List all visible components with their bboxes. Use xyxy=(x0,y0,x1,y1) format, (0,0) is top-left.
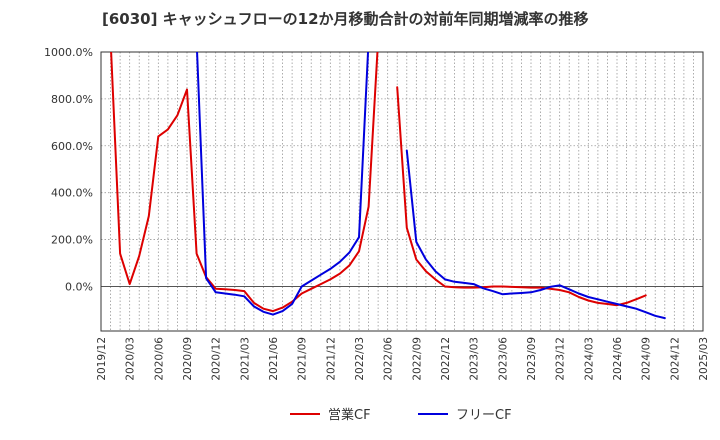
series-line-free-cf xyxy=(196,52,666,320)
x-tick-label: 2021/06 xyxy=(268,337,280,381)
x-tick-label: 2022/09 xyxy=(411,337,423,381)
x-tick-label: 2024/09 xyxy=(641,337,653,381)
x-tick-label: 2021/12 xyxy=(325,337,337,381)
x-tick-label: 2020/09 xyxy=(182,337,194,381)
series-line-operating-cf xyxy=(110,52,647,313)
y-tick-label: 200.0% xyxy=(51,234,93,247)
x-tick-label: 2021/09 xyxy=(297,337,309,381)
legend-label-operating-cf: 営業CF xyxy=(328,407,371,423)
x-tick-label: 2020/06 xyxy=(153,337,165,381)
x-tick-label: 2020/03 xyxy=(125,337,137,381)
legend-label-free-cf: フリーCF xyxy=(456,408,512,423)
y-tick-label: 600.0% xyxy=(51,140,93,153)
x-tick-label: 2020/12 xyxy=(211,337,223,381)
x-tick-label: 2021/03 xyxy=(239,337,251,381)
x-tick-label: 2024/12 xyxy=(669,337,681,381)
x-tick-label: 2024/06 xyxy=(612,337,624,381)
chart-title: [6030] キャッシュフローの12か月移動合計の対前年同期増減率の推移 xyxy=(102,10,589,28)
x-tick-label: 2022/03 xyxy=(354,337,366,381)
x-tick-label: 2019/12 xyxy=(96,337,108,381)
y-tick-label: 400.0% xyxy=(51,187,93,200)
x-tick-label: 2023/09 xyxy=(526,337,538,381)
x-tick-label: 2023/03 xyxy=(469,337,481,381)
y-tick-label: 1000.0% xyxy=(44,46,93,59)
x-tick-label: 2025/03 xyxy=(698,337,710,381)
x-tick-label: 2022/12 xyxy=(440,337,452,381)
x-tick-label: 2023/12 xyxy=(555,337,567,381)
y-tick-label: 800.0% xyxy=(51,93,93,106)
x-tick-label: 2024/03 xyxy=(583,337,595,381)
y-tick-label: 0.0% xyxy=(65,280,93,293)
series-group xyxy=(110,52,666,320)
x-tick-label: 2023/06 xyxy=(497,337,509,381)
plot-frame xyxy=(100,51,704,332)
x-tick-label: 2022/06 xyxy=(383,337,395,381)
